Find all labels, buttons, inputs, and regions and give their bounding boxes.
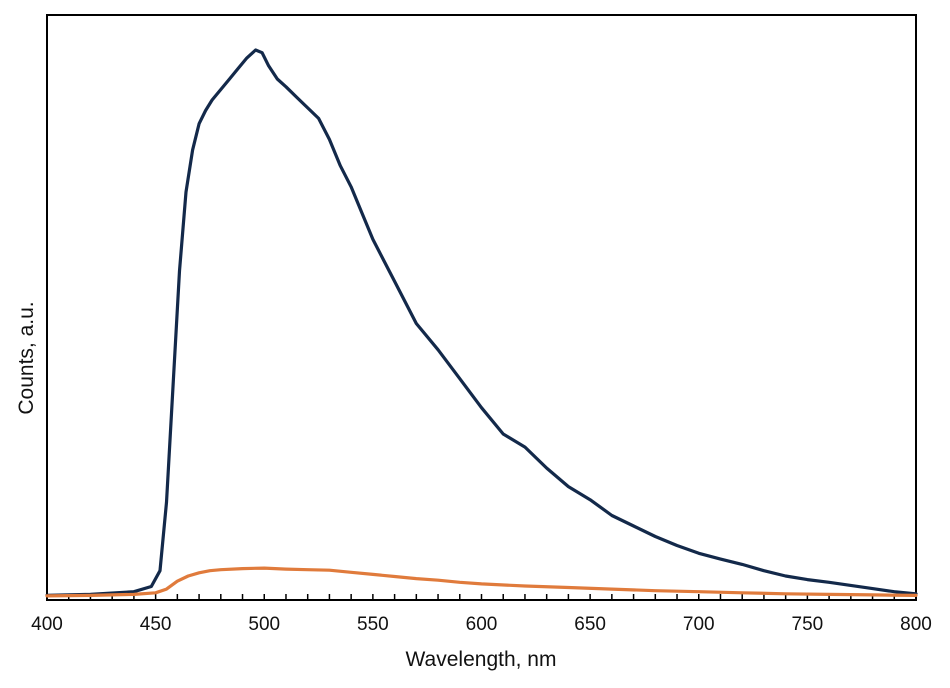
plot-area xyxy=(46,14,917,601)
x-tick-label: 550 xyxy=(357,614,389,635)
series-layer xyxy=(45,48,918,598)
x-tick-label: 800 xyxy=(900,614,932,635)
x-tick-label: 650 xyxy=(574,614,606,635)
x-tick-label: 500 xyxy=(248,614,280,635)
x-tick-label: 450 xyxy=(140,614,172,635)
x-tick-labels: 400 450 500 550 600 650 700 750 800 xyxy=(31,614,932,635)
series-line-1 xyxy=(45,48,918,598)
x-tick-label: 600 xyxy=(466,614,498,635)
x-tick-label: 700 xyxy=(683,614,715,635)
x-tick-label: 400 xyxy=(31,614,63,635)
x-axis-title: Wavelength, nm xyxy=(406,648,557,671)
y-axis-title: Counts, a.u. xyxy=(15,301,38,414)
series-line-2 xyxy=(45,566,918,598)
x-tick-label: 750 xyxy=(792,614,824,635)
